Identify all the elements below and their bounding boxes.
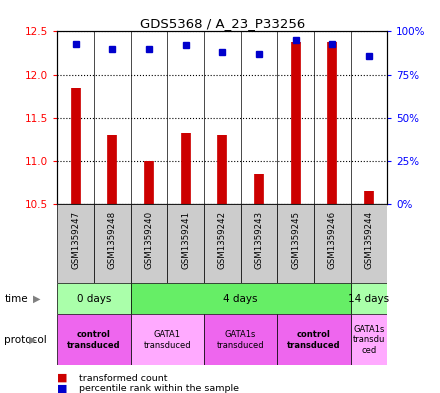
Text: protocol: protocol [4, 335, 47, 345]
Bar [351, 283, 387, 314]
Bar [204, 204, 241, 283]
Text: GATA1s
transduced: GATA1s transduced [217, 330, 264, 350]
Bar [131, 204, 167, 283]
Text: ■: ■ [57, 373, 68, 383]
Text: 4 days: 4 days [223, 294, 258, 304]
Bar [204, 314, 277, 365]
Text: GSM1359242: GSM1359242 [218, 211, 227, 269]
Bar [94, 204, 131, 283]
Text: control
transduced: control transduced [287, 330, 341, 350]
Text: GSM1359246: GSM1359246 [328, 211, 337, 269]
Bar [314, 204, 351, 283]
Text: ■: ■ [57, 383, 68, 393]
Bar [277, 314, 351, 365]
Bar [277, 204, 314, 283]
Text: GSM1359241: GSM1359241 [181, 211, 190, 269]
Bar [351, 204, 387, 283]
Text: transformed count: transformed count [79, 374, 168, 382]
Text: control
transduced: control transduced [67, 330, 121, 350]
Title: GDS5368 / A_23_P33256: GDS5368 / A_23_P33256 [139, 17, 305, 30]
Text: GSM1359243: GSM1359243 [254, 211, 264, 269]
Text: GSM1359240: GSM1359240 [144, 211, 154, 269]
Bar [131, 314, 204, 365]
Bar [351, 314, 387, 365]
Bar [167, 204, 204, 283]
Text: GSM1359247: GSM1359247 [71, 211, 80, 269]
Bar [57, 314, 131, 365]
Text: ▶: ▶ [33, 294, 40, 304]
Text: GSM1359244: GSM1359244 [364, 211, 374, 269]
Text: GATA1s
transdu
ced: GATA1s transdu ced [353, 325, 385, 355]
Text: time: time [4, 294, 28, 304]
Text: GSM1359248: GSM1359248 [108, 211, 117, 269]
Bar [131, 283, 351, 314]
Text: 0 days: 0 days [77, 294, 111, 304]
Bar [57, 283, 131, 314]
Text: GATA1
transduced: GATA1 transduced [143, 330, 191, 350]
Text: 14 days: 14 days [348, 294, 389, 304]
Text: ▶: ▶ [29, 335, 36, 345]
Text: percentile rank within the sample: percentile rank within the sample [79, 384, 239, 393]
Bar [241, 204, 277, 283]
Text: GSM1359245: GSM1359245 [291, 211, 300, 269]
Bar [57, 204, 94, 283]
